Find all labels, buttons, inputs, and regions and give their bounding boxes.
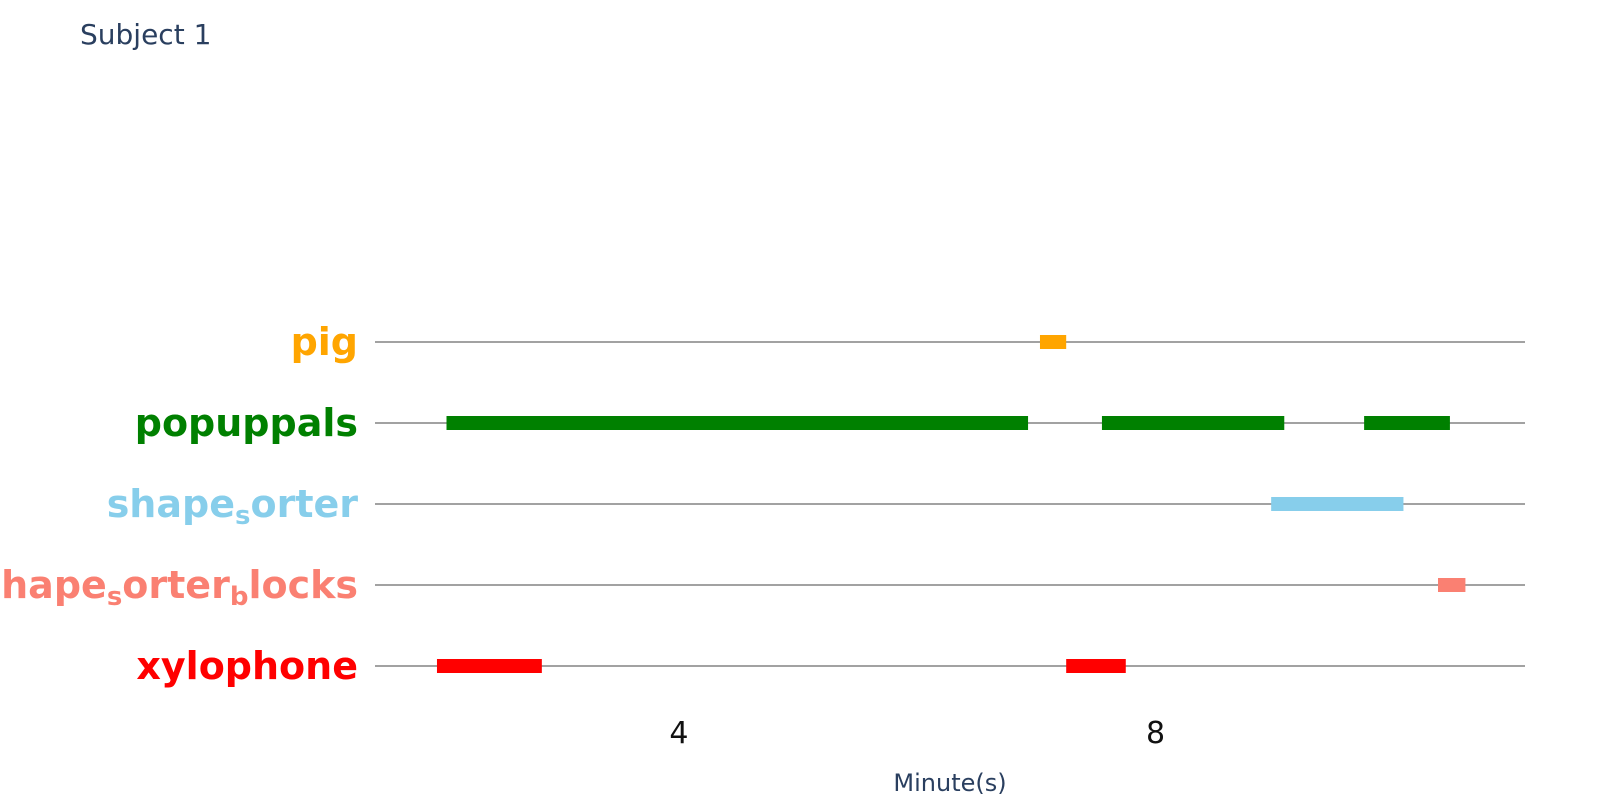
- chart-title: Subject 1: [80, 18, 212, 51]
- segment-pig-1: [1039, 335, 1067, 349]
- row-label-shape-sorter: shapesorter: [107, 482, 359, 531]
- segment-popuppals-2: [1101, 416, 1285, 430]
- timeline-row-popuppals: popuppals: [135, 401, 1525, 445]
- x-tick-label-8: 8: [1146, 716, 1165, 751]
- segment-xylophone-1: [436, 659, 542, 673]
- timeline-row-xylophone: xylophone: [136, 644, 1525, 688]
- row-label-pig: pig: [291, 320, 358, 364]
- timeline-row-shape-sorter: shapesorter: [107, 482, 1525, 531]
- row-label-xylophone: xylophone: [136, 644, 358, 688]
- segment-shape-sorter-1: [1271, 497, 1404, 511]
- x-tick-label-4: 4: [669, 716, 688, 751]
- timeline-rows: pig popuppals shapesorter shapesorterblocks…: [0, 320, 1525, 688]
- segment-shape-sorter-blocks-1: [1438, 578, 1466, 592]
- timeline-row-shape-sorter-blocks: shapesorterblocks: [0, 563, 1525, 612]
- row-label-popuppals: popuppals: [135, 401, 358, 445]
- row-label-shape-sorter-blocks: shapesorterblocks: [0, 563, 358, 612]
- segment-popuppals-3: [1364, 416, 1450, 430]
- segment-popuppals-1: [446, 416, 1029, 430]
- x-axis-title: Minute(s): [893, 769, 1006, 797]
- segment-xylophone-2: [1066, 659, 1126, 673]
- timeline-row-pig: pig: [291, 320, 1525, 364]
